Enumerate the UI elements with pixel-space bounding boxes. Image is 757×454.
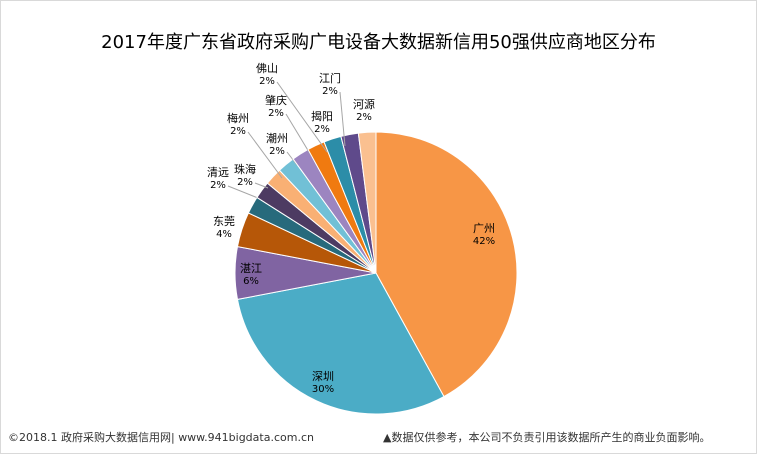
slice-label: 揭阳 2% <box>311 110 333 136</box>
slice-label: 佛山 2% <box>256 62 278 88</box>
footer-disclaimer: ▲数据仅供参考，本公司不负责引用该数据所产生的商业负面影响。 <box>383 431 711 444</box>
slice-label-percent: 2% <box>237 177 253 188</box>
leader-line-4 <box>227 185 259 199</box>
slice-label: 深圳 30% <box>312 370 334 396</box>
slice-label-percent: 2% <box>259 76 275 87</box>
slice-label: 珠海 2% <box>234 163 256 189</box>
leader-line-6 <box>247 131 283 179</box>
leader-line-9 <box>276 81 328 153</box>
leader-line-5 <box>254 182 269 189</box>
slice-label: 肇庆 2% <box>265 94 287 120</box>
slice-label-percent: 2% <box>314 124 330 135</box>
leader-line-8 <box>285 113 313 158</box>
slice-label-name: 广州 <box>472 222 495 235</box>
slice-label-name: 梅州 <box>227 112 249 125</box>
slice-label-percent: 6% <box>243 276 259 287</box>
leader-line-7 <box>286 151 298 166</box>
slice-label-name: 东莞 <box>213 215 235 228</box>
pie-slice-0 <box>375 131 518 398</box>
slice-label: 湛江 6% <box>240 262 262 288</box>
slice-label-name: 潮州 <box>266 132 288 145</box>
slice-label: 清远 2% <box>207 166 229 192</box>
pie-slice-1 <box>236 272 445 415</box>
slice-label-name: 江门 <box>319 72 341 85</box>
slice-label-name: 佛山 <box>256 62 278 75</box>
slice-label-percent: 4% <box>216 229 232 240</box>
slice-label: 潮州 2% <box>266 132 288 158</box>
slice-label-percent: 2% <box>356 112 372 123</box>
slice-label-name: 清远 <box>207 166 229 179</box>
slice-label-name: 河源 <box>353 98 375 111</box>
slice-label-name: 肇庆 <box>265 94 287 107</box>
slice-label: 河源 2% <box>353 98 375 124</box>
slice-label: 梅州 2% <box>227 112 249 138</box>
footer-copyright: ©2018.1 政府采购大数据信用网| www.941bigdata.com.c… <box>8 431 314 444</box>
slice-label: 江门 2% <box>319 72 341 98</box>
slice-label-percent: 2% <box>322 86 338 97</box>
slice-label-percent: 42% <box>472 236 496 247</box>
slice-label-percent: 30% <box>311 384 335 395</box>
chart-title: 2017年度广东省政府采购广电设备大数据新信用50强供应商地区分布 <box>101 32 656 53</box>
pie-slice-12 <box>357 131 377 274</box>
slice-label-percent: 2% <box>230 126 246 137</box>
leader-line-11 <box>339 91 346 147</box>
slice-label-percent: 2% <box>269 146 285 157</box>
slice-label-name: 深圳 <box>311 370 334 383</box>
slice-label-name: 揭阳 <box>311 110 333 123</box>
slice-label: 广州 42% <box>473 222 495 248</box>
slice-label: 东莞 4% <box>213 215 235 241</box>
slice-label-percent: 2% <box>210 180 226 191</box>
slice-label-name: 珠海 <box>234 163 256 176</box>
slice-label-name: 湛江 <box>240 262 262 275</box>
slice-label-percent: 2% <box>268 108 284 119</box>
